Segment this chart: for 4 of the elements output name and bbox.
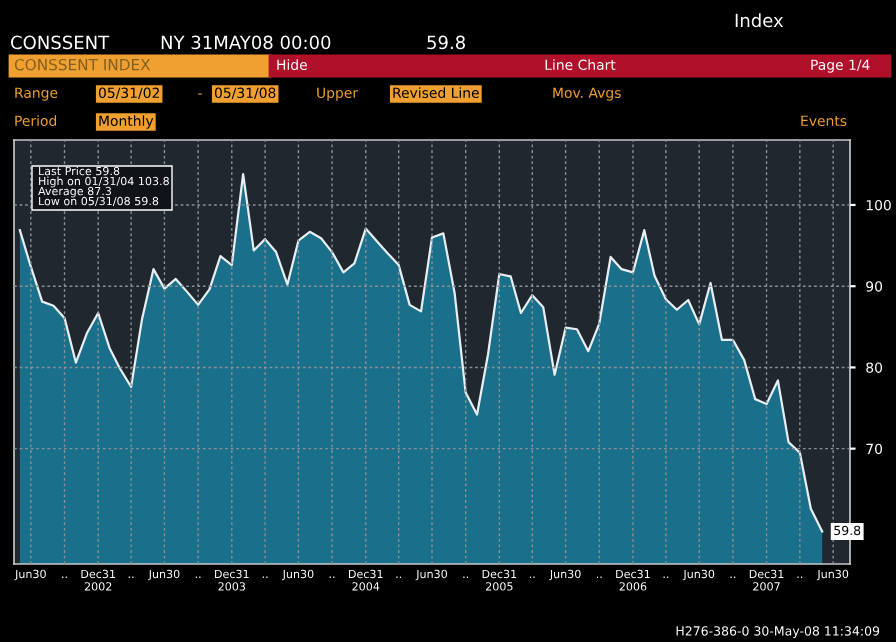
text: 59.8 — [427, 35, 465, 50]
text: CONSSENT — [11, 35, 110, 50]
text: Index — [735, 13, 784, 28]
text: NY 31MAY08 00:00 — [161, 35, 331, 50]
